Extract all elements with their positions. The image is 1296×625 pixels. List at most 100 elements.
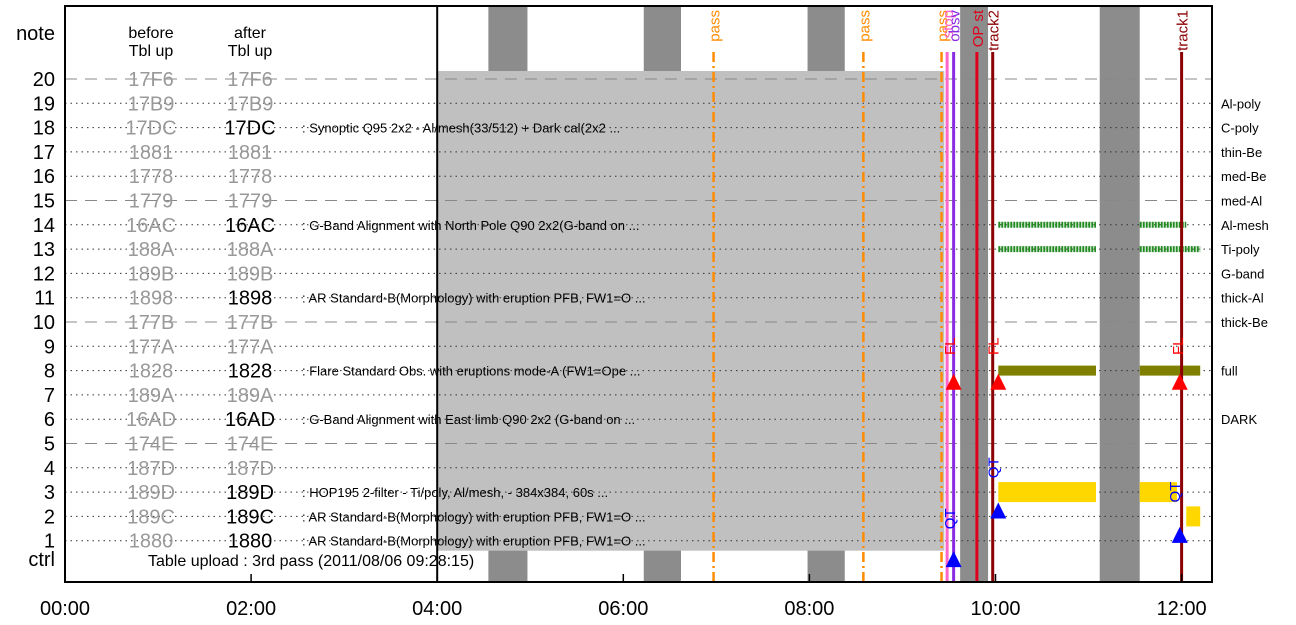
- row-description: : AR Standard-B(Morphology) with eruptio…: [302, 509, 646, 524]
- row-description: : AR Standard-B(Morphology) with eruptio…: [302, 291, 646, 306]
- after-value: 189B: [227, 263, 274, 285]
- event-triangle: [1171, 373, 1188, 390]
- event-triangle: [945, 373, 962, 390]
- before-header-line2: Tbl up: [129, 43, 174, 60]
- row-description: : G-Band Alignment with East limb Q90 2x…: [302, 412, 635, 427]
- ctrl-upload-text: Table upload : 3rd pass (2011/08/06 09:2…: [148, 553, 474, 570]
- activity-bar: [1186, 506, 1201, 527]
- ctrl-label: ctrl: [28, 549, 55, 571]
- y-axis-label: note: [16, 23, 55, 45]
- note-tick-label: 7: [44, 385, 55, 407]
- before-value: 189A: [128, 385, 175, 407]
- filter-label: C-poly: [1221, 121, 1259, 136]
- before-value: 189D: [127, 482, 175, 504]
- after-value: 187D: [226, 458, 274, 480]
- shade-band: [1099, 6, 1140, 582]
- event-label: FL: [1170, 338, 1187, 356]
- before-header-line1: before: [128, 25, 173, 42]
- row-description: : Flare Standard Obs. with eruptions mod…: [302, 364, 641, 379]
- activity-bar: [1139, 365, 1201, 376]
- after-value: 16AC: [225, 215, 275, 237]
- note-tick-label: 9: [44, 336, 55, 358]
- row-description: : HOP195 2-filter - Ti/poly, Al/mesh, - …: [302, 485, 608, 500]
- before-value: 189C: [127, 506, 175, 528]
- filter-label: med-Be: [1221, 169, 1267, 184]
- vertical-marker-label: obsv: [947, 10, 964, 42]
- note-tick-label: 2: [44, 506, 55, 528]
- note-tick-label: 18: [33, 118, 55, 140]
- x-tick-label: 00:00: [40, 598, 90, 620]
- filter-label: thick-Al: [1221, 291, 1264, 306]
- filter-label: Ti-poly: [1221, 242, 1260, 257]
- activity-bar: [998, 482, 1096, 503]
- after-value: 188A: [227, 239, 274, 261]
- before-value: 187D: [127, 458, 175, 480]
- event-label: QT: [942, 508, 959, 529]
- x-tick-label: 12:00: [1157, 598, 1207, 620]
- before-value: 1779: [129, 191, 174, 213]
- vertical-marker-label: pass: [856, 10, 873, 42]
- note-tick-label: 6: [44, 409, 55, 431]
- note-tick-label: 1: [44, 531, 55, 553]
- note-tick-label: 4: [44, 458, 55, 480]
- note-tick-label: 5: [44, 434, 55, 456]
- before-value: 177A: [128, 336, 175, 358]
- after-value: 189C: [226, 506, 274, 528]
- filter-label: DARK: [1221, 412, 1257, 427]
- x-tick-label: 04:00: [412, 598, 462, 620]
- after-value: 16AD: [225, 409, 275, 431]
- after-value: 177A: [227, 336, 274, 358]
- x-tick-label: 02:00: [226, 598, 276, 620]
- x-tick-label: 06:00: [598, 598, 648, 620]
- before-value: 1828: [129, 361, 174, 383]
- vertical-marker-label: pass: [707, 10, 724, 42]
- vertical-marker-label: track2: [986, 10, 1003, 51]
- after-value: 1881: [228, 142, 273, 164]
- after-header-line2: Tbl up: [228, 43, 273, 60]
- after-value: 174E: [227, 434, 274, 456]
- after-value: 17F6: [227, 69, 273, 91]
- after-value: 1778: [228, 166, 273, 188]
- before-value: 1898: [129, 288, 174, 310]
- note-tick-label: 17: [33, 142, 55, 164]
- before-value: 177B: [128, 312, 175, 334]
- after-value: 1828: [228, 361, 273, 383]
- event-triangle: [990, 502, 1007, 519]
- note-tick-label: 11: [34, 288, 55, 310]
- before-value: 174E: [128, 434, 175, 456]
- note-tick-label: 20: [33, 69, 55, 91]
- note-tick-label: 16: [33, 166, 55, 188]
- row-description: : Synoptic Q95 2x2 - Al/mesh(33/512) + D…: [302, 121, 620, 136]
- note-tick-label: 14: [33, 215, 55, 237]
- event-triangle: [945, 551, 962, 568]
- shade-band: [960, 6, 989, 582]
- x-tick-label: 10:00: [970, 598, 1020, 620]
- activity-bar: [1139, 482, 1177, 503]
- filter-label: thin-Be: [1221, 145, 1262, 160]
- note-tick-label: 19: [33, 93, 55, 115]
- event-label: QT: [1167, 482, 1184, 503]
- before-value: 17F6: [128, 69, 174, 91]
- vertical-marker-label: OP st: [970, 9, 987, 47]
- before-value: 17B9: [128, 93, 175, 115]
- note-tick-label: 15: [33, 191, 55, 213]
- plot-frame: [64, 5, 1213, 583]
- filter-label: G-band: [1221, 266, 1264, 281]
- row-description: : AR Standard-B(Morphology) with eruptio…: [302, 534, 646, 549]
- x-tick-label: 08:00: [784, 598, 834, 620]
- before-value: 189B: [128, 263, 175, 285]
- upload-region: [437, 71, 945, 551]
- before-value: 16AD: [126, 409, 176, 431]
- note-tick-label: 13: [33, 239, 55, 261]
- filter-label: Al-mesh: [1221, 218, 1269, 233]
- row-description: : G-Band Alignment with North Pole Q90 2…: [302, 218, 639, 233]
- event-label: QT: [986, 457, 1003, 478]
- before-value: 1778: [129, 166, 174, 188]
- after-value: 1898: [228, 288, 273, 310]
- after-header-line1: after: [234, 25, 267, 42]
- note-tick-label: 10: [33, 312, 55, 334]
- before-value: 16AC: [126, 215, 176, 237]
- event-triangle: [990, 373, 1007, 390]
- vertical-marker-label: pass: [935, 10, 952, 42]
